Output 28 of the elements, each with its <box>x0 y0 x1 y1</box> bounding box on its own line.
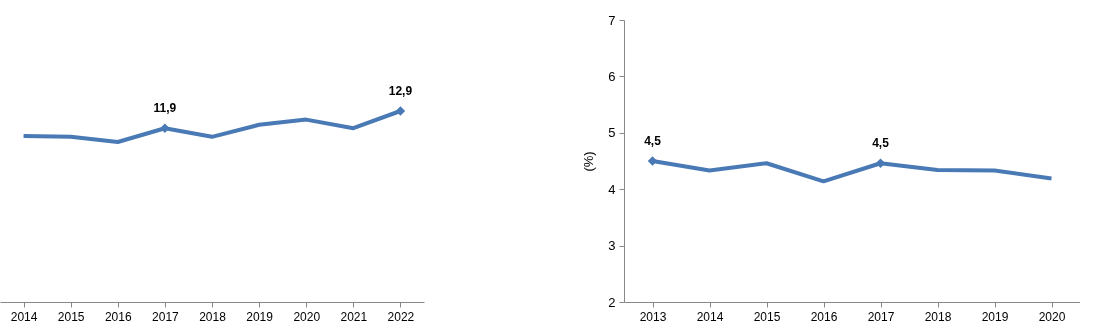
x-tick-label: 2016 <box>810 309 838 324</box>
y-tick-label: 4 <box>608 181 616 197</box>
x-tick-label: 2020 <box>1038 309 1066 324</box>
y-tick-label: 3 <box>608 238 616 254</box>
x-tick-label: 2015 <box>753 309 781 324</box>
x-tick-label: 2016 <box>104 309 132 324</box>
x-tick-label: 2021 <box>340 309 368 324</box>
y-axis-title: (%) <box>581 151 597 172</box>
x-tick-label: 2019 <box>246 309 274 324</box>
x-tick-label: 2018 <box>924 309 952 324</box>
x-tick-label: 2014 <box>10 309 38 324</box>
data-label: 4,5 <box>872 136 890 151</box>
x-tick-label: 2014 <box>696 309 724 324</box>
x-tick-label: 2017 <box>867 309 895 324</box>
y-tick-label: 6 <box>608 68 616 84</box>
data-label: 4,5 <box>644 134 662 148</box>
y-tick-label: 7 <box>608 12 616 28</box>
y-tick-label: 5 <box>608 125 616 141</box>
y-tick-label: 2 <box>608 294 616 310</box>
x-tick-label: 2022 <box>387 309 415 324</box>
x-tick-label: 2017 <box>152 309 180 324</box>
x-tick-label: 2018 <box>199 309 227 324</box>
data-label: 11,9 <box>153 101 177 116</box>
data-label: 12,9 <box>388 84 413 98</box>
x-tick-label: 2015 <box>57 309 85 324</box>
x-tick-label: 2013 <box>639 309 667 324</box>
x-tick-label: 2020 <box>293 309 321 324</box>
x-tick-label: 2019 <box>981 309 1009 324</box>
